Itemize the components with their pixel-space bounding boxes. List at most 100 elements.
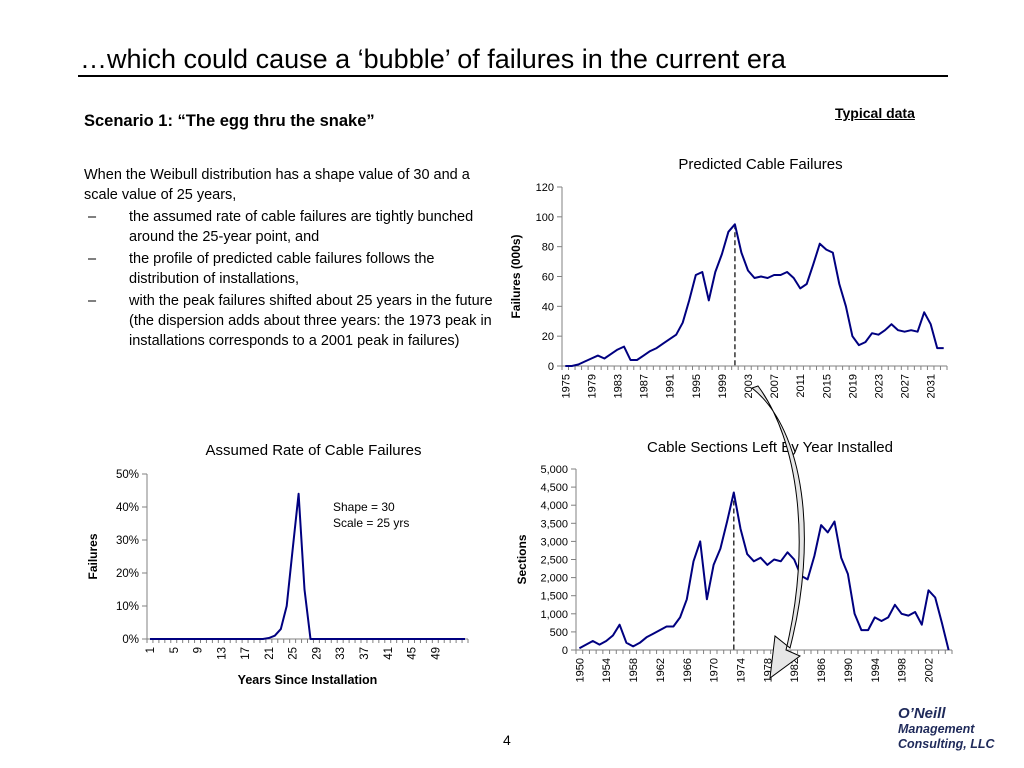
- y-tick-label: 0: [548, 361, 554, 373]
- chart-annotation: Scale = 25 yrs: [333, 516, 409, 530]
- x-tick-label: 1979: [586, 374, 598, 398]
- x-tick-label: 1999: [717, 374, 729, 398]
- logo-line-1: O’Neill: [898, 705, 946, 722]
- y-axis-label: Failures (000s): [509, 234, 523, 318]
- bullet-dash: –: [88, 251, 97, 267]
- slide-title: …which could cause a ‘bubble’ of failure…: [80, 44, 786, 74]
- chart-sections: Cable Sections Left By Year Installed 0 50…: [515, 439, 953, 682]
- x-tick-label: 2011: [795, 374, 807, 398]
- x-tick-label: 2002: [924, 658, 936, 682]
- y-tick-label: 80: [542, 242, 554, 254]
- x-tick-label: 2015: [821, 374, 833, 398]
- x-tick-label: 1966: [682, 658, 694, 682]
- x-tick-label: 1987: [639, 374, 651, 398]
- chart-annotation: Shape = 30: [333, 500, 395, 514]
- y-tick-label: 500: [550, 627, 568, 639]
- title-underline: [78, 75, 948, 77]
- x-tick-label: 49: [430, 647, 442, 660]
- x-tick-label: 1982: [789, 658, 801, 682]
- y-tick-label: 10%: [116, 601, 139, 613]
- x-tick-label: 13: [216, 647, 228, 660]
- y-tick-label: 5,000: [540, 464, 568, 476]
- y-tick-label: 4,500: [540, 482, 568, 494]
- x-tick-label: 1998: [897, 658, 909, 682]
- y-tick-label: 20: [542, 331, 554, 343]
- chart-title: Assumed Rate of Cable Failures: [206, 442, 422, 459]
- x-tick-label: 1954: [601, 658, 613, 682]
- bullet-list: – the assumed rate of cable failures are …: [84, 207, 494, 351]
- x-tick-label: 45: [407, 647, 419, 660]
- bullet-item: – the assumed rate of cable failures are …: [84, 207, 494, 247]
- y-tick-label: 40%: [116, 502, 139, 514]
- y-tick-label: 1,500: [540, 591, 568, 603]
- intro-paragraph: When the Weibull distribution has a shap…: [84, 167, 470, 203]
- y-tick-label: 4,000: [540, 500, 568, 512]
- x-tick-label: 1991: [665, 374, 677, 398]
- x-tick-label: 29: [311, 647, 323, 660]
- y-tick-label: 3,500: [540, 518, 568, 530]
- x-tick-label: 1962: [655, 658, 667, 682]
- x-tick-label: 1950: [574, 658, 586, 682]
- y-tick-label: 20%: [116, 568, 139, 580]
- y-axis-label: Failures: [86, 533, 100, 579]
- logo-line-3: Consulting, LLC: [898, 737, 995, 751]
- chart-predicted: Predicted Cable Failures 0 20 40 60 80 100 120 1…: [509, 156, 948, 398]
- bullet-text: with the peak failures shifted about 25 …: [129, 293, 493, 349]
- bullet-text: the profile of predicted cable failures …: [129, 251, 435, 287]
- x-tick-label: 1: [145, 647, 157, 653]
- typical-data-label: Typical data: [835, 105, 915, 121]
- y-tick-label: 120: [536, 182, 554, 194]
- x-tick-label: 1994: [870, 658, 882, 682]
- x-tick-label: 1975: [560, 374, 572, 398]
- y-tick-label: 40: [542, 301, 554, 313]
- x-tick-label: 33: [335, 647, 347, 660]
- x-tick-label: 37: [359, 647, 371, 660]
- chart-title: Cable Sections Left By Year Installed: [647, 439, 893, 456]
- x-tick-label: 2031: [926, 374, 938, 398]
- x-tick-label: 17: [240, 647, 252, 660]
- chart-assumed: Assumed Rate of Cable Failures 0% 10% 20% 30…: [86, 442, 469, 687]
- logo-line-2: Management: [898, 722, 975, 736]
- x-tick-label: 1974: [736, 658, 748, 682]
- x-tick-label: 21: [264, 647, 276, 660]
- bullet-item: – with the peak failures shifted about 25…: [84, 291, 494, 351]
- y-tick-label: 2,000: [540, 573, 568, 585]
- x-tick-label: 2019: [847, 374, 859, 398]
- x-tick-label: 41: [383, 647, 395, 660]
- scenario-subtitle: Scenario 1: “The egg thru the snake”: [84, 112, 375, 130]
- x-tick-label: 9: [193, 647, 205, 653]
- x-tick-label: 1983: [612, 374, 624, 398]
- x-tick-label: 1995: [691, 374, 703, 398]
- series-line: [565, 223, 944, 367]
- company-logo: O’Neill Management Consulting, LLC: [898, 705, 1008, 752]
- chart-title: Predicted Cable Failures: [678, 156, 842, 173]
- x-axis-label: Years Since Installation: [238, 673, 378, 687]
- y-tick-label: 100: [536, 212, 554, 224]
- x-tick-label: 1986: [816, 658, 828, 682]
- x-tick-label: 25: [288, 647, 300, 660]
- x-tick-label: 2003: [743, 374, 755, 398]
- bullet-text: the assumed rate of cable failures are t…: [129, 209, 474, 245]
- y-tick-label: 0: [562, 645, 568, 657]
- x-tick-label: 5: [169, 647, 181, 653]
- x-tick-label: 2023: [873, 374, 885, 398]
- x-tick-label: 1958: [628, 658, 640, 682]
- y-tick-label: 2,500: [540, 555, 568, 567]
- x-tick-label: 2007: [769, 374, 781, 398]
- bullet-item: – the profile of predicted cable failures…: [84, 249, 494, 289]
- y-tick-label: 60: [542, 272, 554, 284]
- page-number: 4: [503, 732, 511, 748]
- y-axis-label: Sections: [515, 534, 529, 584]
- explanation-text: When the Weibull distribution has a shap…: [84, 165, 494, 353]
- x-tick-label: 1990: [843, 658, 855, 682]
- x-tick-label: 2027: [900, 374, 912, 398]
- bullet-dash: –: [88, 209, 97, 225]
- series-line: [578, 491, 950, 651]
- series-line: [150, 492, 465, 640]
- shift-arrow-shape: [750, 385, 805, 680]
- y-tick-label: 50%: [116, 469, 139, 481]
- y-tick-label: 30%: [116, 535, 139, 547]
- y-tick-label: 0%: [122, 634, 139, 646]
- y-tick-label: 1,000: [540, 609, 568, 621]
